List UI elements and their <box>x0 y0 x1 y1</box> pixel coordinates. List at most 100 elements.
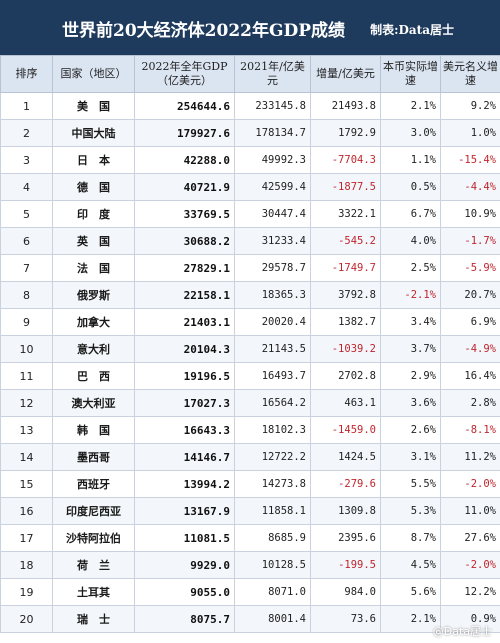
country-cell: 意大利 <box>52 335 135 363</box>
gdp2021-cell: 30447.4 <box>234 200 311 228</box>
col-header-country: 国家（地区） <box>52 55 135 93</box>
table-row: 9 加拿大 21403.1 20020.4 1382.7 3.4% 6.9% <box>0 308 500 336</box>
increment-cell: -1459.0 <box>310 416 381 444</box>
gdp2022-cell: 17027.3 <box>134 389 235 417</box>
country-cell: 沙特阿拉伯 <box>52 524 135 552</box>
header-row: 排序 国家（地区） 2022年全年GDP（亿美元） 2021年/亿美元 增量/亿… <box>0 55 500 93</box>
gdp2022-cell: 16643.3 <box>134 416 235 444</box>
increment-cell: 2702.8 <box>310 362 381 390</box>
usd-growth-cell: 6.9% <box>440 308 500 336</box>
gdp2021-cell: 10128.5 <box>234 551 311 579</box>
increment-cell: -1877.5 <box>310 173 381 201</box>
watermark: @Data居士 <box>432 625 492 638</box>
gdp2021-cell: 8071.0 <box>234 578 311 606</box>
table-row: 19 土耳其 9055.0 8071.0 984.0 5.6% 12.2% <box>0 578 500 606</box>
rank-cell: 2 <box>0 119 53 147</box>
usd-growth-cell: 2.8% <box>440 389 500 417</box>
local-growth-cell: 5.6% <box>380 578 441 606</box>
gdp2021-cell: 14273.8 <box>234 470 311 498</box>
gdp2022-cell: 254644.6 <box>134 92 235 120</box>
country-cell: 美 国 <box>52 92 135 120</box>
local-growth-cell: 0.5% <box>380 173 441 201</box>
table-row: 16 印度尼西亚 13167.9 11858.1 1309.8 5.3% 11.0% <box>0 497 500 525</box>
increment-cell: 1382.7 <box>310 308 381 336</box>
country-cell: 加拿大 <box>52 308 135 336</box>
rank-cell: 6 <box>0 227 53 255</box>
local-growth-cell: 3.6% <box>380 389 441 417</box>
rank-cell: 13 <box>0 416 53 444</box>
increment-cell: 1792.9 <box>310 119 381 147</box>
increment-cell: -199.5 <box>310 551 381 579</box>
gdp2022-cell: 27829.1 <box>134 254 235 282</box>
usd-growth-cell: 11.0% <box>440 497 500 525</box>
table-row: 8 俄罗斯 22158.1 18365.3 3792.8 -2.1% 20.7% <box>0 281 500 309</box>
local-growth-cell: 3.4% <box>380 308 441 336</box>
gdp2021-cell: 233145.8 <box>234 92 311 120</box>
local-growth-cell: 2.1% <box>380 605 441 633</box>
gdp2022-cell: 21403.1 <box>134 308 235 336</box>
increment-cell: -545.2 <box>310 227 381 255</box>
increment-cell: 463.1 <box>310 389 381 417</box>
local-growth-cell: 2.1% <box>380 92 441 120</box>
usd-growth-cell: -15.4% <box>440 146 500 174</box>
increment-cell: 73.6 <box>310 605 381 633</box>
table-row: 20 瑞 士 8075.7 8001.4 73.6 2.1% 0.9% <box>0 605 500 633</box>
gdp2022-cell: 13167.9 <box>134 497 235 525</box>
title-bar: 世界前20大经济体2022年GDP成绩 制表:Data居士 <box>0 0 500 55</box>
gdp2022-cell: 42288.0 <box>134 146 235 174</box>
increment-cell: -1749.7 <box>310 254 381 282</box>
local-growth-cell: 3.1% <box>380 443 441 471</box>
gdp-table: 排序 国家（地区） 2022年全年GDP（亿美元） 2021年/亿美元 增量/亿… <box>0 55 500 633</box>
gdp2022-cell: 11081.5 <box>134 524 235 552</box>
usd-growth-cell: -4.4% <box>440 173 500 201</box>
gdp2021-cell: 12722.2 <box>234 443 311 471</box>
gdp2021-cell: 49992.3 <box>234 146 311 174</box>
page-title: 世界前20大经济体2022年GDP成绩 <box>62 21 346 41</box>
increment-cell: -7704.3 <box>310 146 381 174</box>
usd-growth-cell: -5.9% <box>440 254 500 282</box>
country-cell: 中国大陆 <box>52 119 135 147</box>
usd-growth-cell: 1.0% <box>440 119 500 147</box>
rank-cell: 18 <box>0 551 53 579</box>
local-growth-cell: 4.5% <box>380 551 441 579</box>
usd-growth-cell: 11.2% <box>440 443 500 471</box>
table-row: 2 中国大陆 179927.6 178134.7 1792.9 3.0% 1.0% <box>0 119 500 147</box>
rank-cell: 15 <box>0 470 53 498</box>
country-cell: 澳大利亚 <box>52 389 135 417</box>
country-cell: 巴 西 <box>52 362 135 390</box>
local-growth-cell: 2.5% <box>380 254 441 282</box>
local-growth-cell: 5.3% <box>380 497 441 525</box>
gdp2022-cell: 179927.6 <box>134 119 235 147</box>
local-growth-cell: 6.7% <box>380 200 441 228</box>
increment-cell: 21493.8 <box>310 92 381 120</box>
increment-cell: 3792.8 <box>310 281 381 309</box>
table-row: 17 沙特阿拉伯 11081.5 8685.9 2395.6 8.7% 27.6% <box>0 524 500 552</box>
usd-growth-cell: -2.0% <box>440 551 500 579</box>
gdp2021-cell: 8001.4 <box>234 605 311 633</box>
local-growth-cell: 8.7% <box>380 524 441 552</box>
table-row: 10 意大利 20104.3 21143.5 -1039.2 3.7% -4.9% <box>0 335 500 363</box>
gdp2021-cell: 20020.4 <box>234 308 311 336</box>
rank-cell: 3 <box>0 146 53 174</box>
rank-cell: 17 <box>0 524 53 552</box>
gdp2022-cell: 9055.0 <box>134 578 235 606</box>
increment-cell: 1424.5 <box>310 443 381 471</box>
usd-growth-cell: 12.2% <box>440 578 500 606</box>
gdp2021-cell: 8685.9 <box>234 524 311 552</box>
col-header-gdp2021: 2021年/亿美元 <box>234 55 311 93</box>
gdp2021-cell: 178134.7 <box>234 119 311 147</box>
increment-cell: 1309.8 <box>310 497 381 525</box>
increment-cell: 2395.6 <box>310 524 381 552</box>
gdp2021-cell: 16564.2 <box>234 389 311 417</box>
country-cell: 英 国 <box>52 227 135 255</box>
gdp2021-cell: 21143.5 <box>234 335 311 363</box>
usd-growth-cell: -4.9% <box>440 335 500 363</box>
country-cell: 日 本 <box>52 146 135 174</box>
gdp2021-cell: 16493.7 <box>234 362 311 390</box>
country-cell: 韩 国 <box>52 416 135 444</box>
increment-cell: -1039.2 <box>310 335 381 363</box>
rank-cell: 8 <box>0 281 53 309</box>
local-growth-cell: -2.1% <box>380 281 441 309</box>
